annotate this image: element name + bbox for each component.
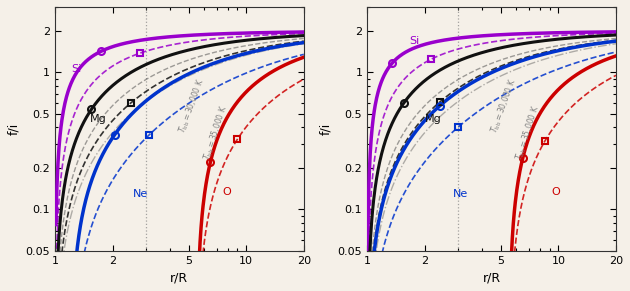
Text: $T_{\rm bb} = 35{,}000$ K: $T_{\rm bb} = 35{,}000$ K: [513, 104, 543, 162]
Text: Si: Si: [409, 36, 419, 46]
Text: Ne: Ne: [133, 189, 148, 199]
Text: O: O: [551, 187, 560, 196]
Text: $T_{\rm bb} = 30{,}000$ K: $T_{\rm bb} = 30{,}000$ K: [176, 77, 207, 135]
Text: Mg: Mg: [89, 113, 106, 124]
X-axis label: r/R: r/R: [483, 271, 501, 284]
Text: Si: Si: [71, 64, 82, 74]
Y-axis label: f/i: f/i: [7, 123, 20, 135]
X-axis label: r/R: r/R: [170, 271, 188, 284]
Text: O: O: [222, 187, 231, 196]
Text: Ne: Ne: [453, 189, 468, 199]
Y-axis label: f/i: f/i: [319, 123, 332, 135]
Text: $T_{\rm bb} = 30{,}000$ K: $T_{\rm bb} = 30{,}000$ K: [488, 77, 520, 135]
Text: $T_{\rm bb} = 35{,}000$ K: $T_{\rm bb} = 35{,}000$ K: [201, 104, 231, 162]
Text: Mg: Mg: [425, 113, 442, 124]
